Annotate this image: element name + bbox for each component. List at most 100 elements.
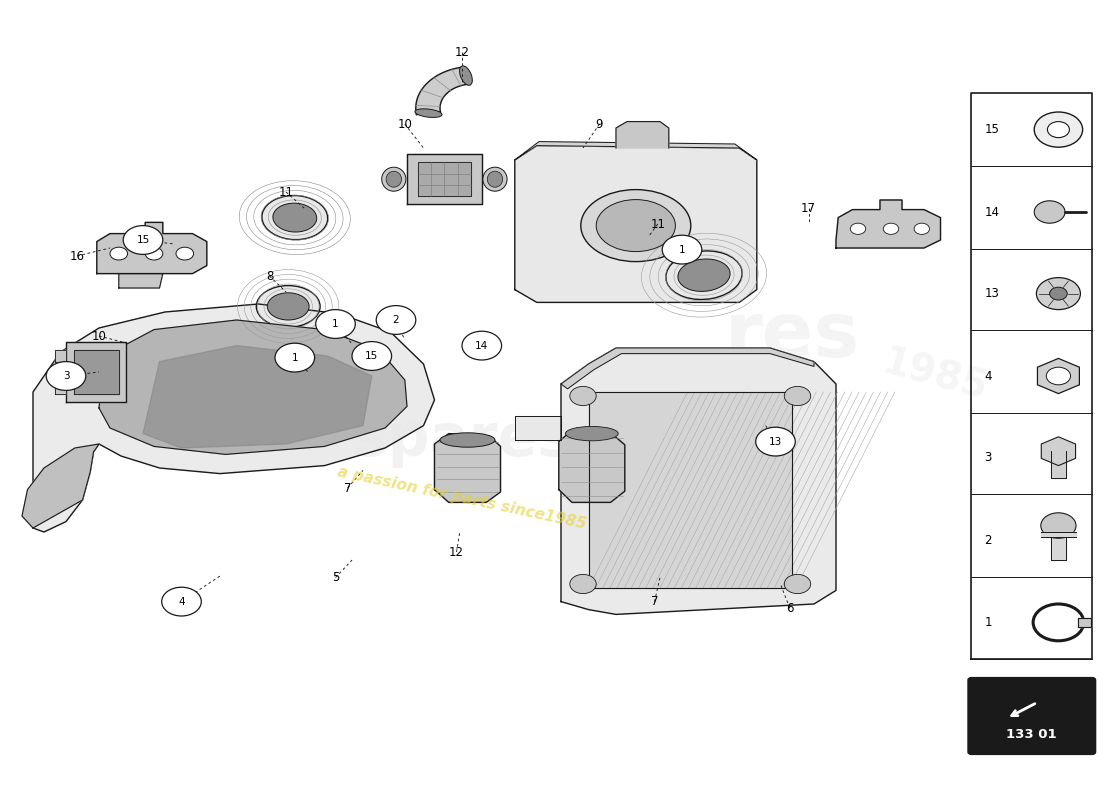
Ellipse shape xyxy=(386,171,402,187)
Ellipse shape xyxy=(267,293,309,320)
Circle shape xyxy=(462,331,502,360)
Circle shape xyxy=(850,223,866,234)
Polygon shape xyxy=(434,434,500,502)
Ellipse shape xyxy=(565,426,618,441)
Circle shape xyxy=(275,343,315,372)
Text: 12: 12 xyxy=(454,46,470,58)
Text: 1: 1 xyxy=(984,616,992,629)
Text: 4: 4 xyxy=(178,597,185,606)
Circle shape xyxy=(662,235,702,264)
Polygon shape xyxy=(561,348,836,614)
Circle shape xyxy=(883,223,899,234)
Ellipse shape xyxy=(440,433,495,447)
Polygon shape xyxy=(559,430,625,502)
Polygon shape xyxy=(515,416,561,440)
Text: 14: 14 xyxy=(984,206,1000,218)
Ellipse shape xyxy=(678,259,730,291)
Text: 17: 17 xyxy=(801,202,816,214)
Text: 14: 14 xyxy=(475,341,488,350)
Polygon shape xyxy=(416,67,468,114)
Circle shape xyxy=(784,386,811,406)
Circle shape xyxy=(1047,122,1069,138)
Text: 1: 1 xyxy=(332,319,339,329)
Text: 2: 2 xyxy=(984,534,992,546)
Circle shape xyxy=(176,247,194,260)
Text: 4: 4 xyxy=(984,370,992,382)
Text: 1985: 1985 xyxy=(878,344,992,408)
Text: 1: 1 xyxy=(292,353,298,362)
Text: 9: 9 xyxy=(596,118,603,130)
Text: 13: 13 xyxy=(769,437,782,446)
FancyBboxPatch shape xyxy=(968,678,1096,754)
Text: 1: 1 xyxy=(679,245,685,254)
Polygon shape xyxy=(418,162,471,196)
Ellipse shape xyxy=(273,203,317,232)
Text: 3: 3 xyxy=(984,451,992,464)
Polygon shape xyxy=(97,222,207,274)
Text: 8: 8 xyxy=(266,270,273,282)
Circle shape xyxy=(1034,112,1082,147)
Text: 15: 15 xyxy=(136,235,150,245)
Circle shape xyxy=(570,386,596,406)
Circle shape xyxy=(914,223,929,234)
Text: spares: spares xyxy=(352,411,572,469)
Text: 13: 13 xyxy=(984,287,1000,300)
Ellipse shape xyxy=(256,286,320,327)
Circle shape xyxy=(316,310,355,338)
Circle shape xyxy=(1046,367,1070,385)
Circle shape xyxy=(1041,513,1076,538)
Circle shape xyxy=(784,574,811,594)
Polygon shape xyxy=(143,346,372,448)
Text: 7: 7 xyxy=(651,595,658,608)
Polygon shape xyxy=(33,304,434,532)
Circle shape xyxy=(352,342,392,370)
Circle shape xyxy=(1049,287,1067,300)
Ellipse shape xyxy=(382,167,406,191)
Text: 15: 15 xyxy=(365,351,378,361)
Circle shape xyxy=(1034,201,1065,223)
Polygon shape xyxy=(119,274,163,288)
Circle shape xyxy=(123,226,163,254)
Circle shape xyxy=(376,306,416,334)
Polygon shape xyxy=(1050,537,1066,560)
Ellipse shape xyxy=(460,66,472,86)
Text: 6: 6 xyxy=(786,602,793,614)
Polygon shape xyxy=(407,154,482,204)
Text: euro: euro xyxy=(177,347,373,421)
Ellipse shape xyxy=(596,199,675,251)
Circle shape xyxy=(46,362,86,390)
Polygon shape xyxy=(1037,358,1079,394)
Polygon shape xyxy=(66,342,126,402)
Polygon shape xyxy=(55,381,66,394)
Polygon shape xyxy=(74,350,119,394)
Text: 11: 11 xyxy=(650,218,666,230)
Text: 12: 12 xyxy=(449,546,464,558)
Text: 2: 2 xyxy=(393,315,399,325)
Polygon shape xyxy=(99,320,407,454)
Text: 15: 15 xyxy=(984,123,1000,136)
Polygon shape xyxy=(515,142,757,160)
Polygon shape xyxy=(55,350,66,362)
Polygon shape xyxy=(1041,532,1076,537)
Text: 10: 10 xyxy=(91,330,107,342)
Ellipse shape xyxy=(415,109,442,118)
Text: 3: 3 xyxy=(63,371,69,381)
Ellipse shape xyxy=(262,195,328,240)
Ellipse shape xyxy=(487,171,503,187)
Text: 5: 5 xyxy=(332,571,339,584)
Ellipse shape xyxy=(581,190,691,262)
Polygon shape xyxy=(515,146,757,302)
Polygon shape xyxy=(561,348,814,389)
Polygon shape xyxy=(588,392,792,588)
Circle shape xyxy=(162,587,201,616)
Text: 10: 10 xyxy=(397,118,412,130)
Polygon shape xyxy=(1050,451,1066,478)
Polygon shape xyxy=(616,122,669,148)
Circle shape xyxy=(1036,278,1080,310)
Polygon shape xyxy=(1042,437,1076,466)
Circle shape xyxy=(756,427,795,456)
Ellipse shape xyxy=(666,251,743,299)
Ellipse shape xyxy=(483,167,507,191)
Circle shape xyxy=(570,574,596,594)
Text: 11: 11 xyxy=(278,186,294,198)
